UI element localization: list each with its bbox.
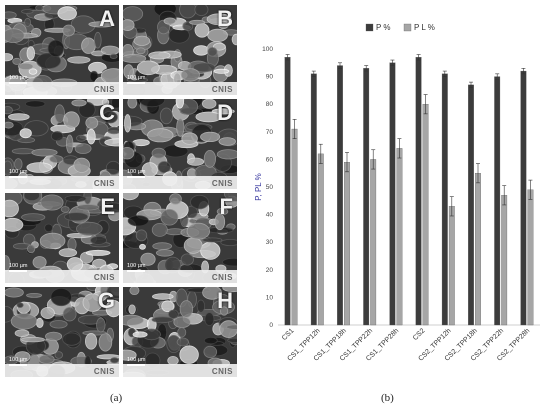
sem-panel-letter: D bbox=[217, 100, 233, 125]
sem-panel-letter: E bbox=[100, 194, 115, 219]
cnis-logo: CNIS bbox=[93, 367, 115, 376]
sem-image-c: C 100 µm CNIS bbox=[5, 99, 119, 189]
cnis-logo: CNIS bbox=[211, 273, 233, 282]
caption-b: (b) bbox=[381, 392, 394, 404]
y-axis-label: P, PL % bbox=[254, 173, 263, 201]
sem-info-bar bbox=[123, 364, 237, 377]
sem-panel-letter: G bbox=[97, 288, 115, 313]
bar-pl bbox=[370, 159, 377, 326]
y-tick-label: 80 bbox=[266, 101, 274, 108]
sem-info-bar bbox=[123, 82, 237, 95]
cnis-logo: CNIS bbox=[211, 85, 233, 94]
bar-p bbox=[284, 57, 291, 326]
scale-bar-label: 100 µm bbox=[127, 357, 146, 363]
legend-swatch bbox=[365, 23, 374, 32]
cnis-logo: CNIS bbox=[93, 85, 115, 94]
scale-bar-label: 100 µm bbox=[127, 75, 146, 81]
caption-a: (a) bbox=[110, 392, 123, 404]
scale-bar bbox=[9, 270, 27, 272]
bar-pl bbox=[291, 128, 298, 326]
y-tick-label: 70 bbox=[266, 129, 274, 136]
bar-pl bbox=[448, 206, 455, 326]
bar-pl bbox=[422, 104, 429, 326]
bar-p bbox=[441, 73, 448, 326]
sem-panel-letter: F bbox=[219, 194, 233, 219]
sem-info-bar bbox=[5, 82, 119, 95]
cnis-logo: CNIS bbox=[211, 179, 233, 188]
sem-info-bar bbox=[123, 176, 237, 189]
scale-bar-label: 100 µm bbox=[127, 263, 146, 269]
y-tick-label: 60 bbox=[266, 156, 274, 163]
bar-pl bbox=[475, 173, 481, 326]
bar-pl bbox=[501, 195, 508, 326]
sem-panel-letter: A bbox=[99, 6, 115, 31]
sem-image-d: D 100 µm CNIS bbox=[123, 99, 237, 189]
sem-panel-letter: C bbox=[99, 100, 115, 125]
scale-bar-label: 100 µm bbox=[9, 357, 28, 363]
sem-micrographs-panel: A 100 µm CNIS B 100 µm CNIS C 100 µm CNIS D 100 µm… bbox=[5, 5, 237, 377]
y-tick-label: 90 bbox=[266, 74, 274, 81]
bar-p bbox=[363, 68, 370, 326]
bar-pl bbox=[344, 162, 350, 326]
scale-bar-label: 100 µm bbox=[9, 169, 28, 175]
bar-p bbox=[520, 70, 527, 326]
scale-bar bbox=[9, 176, 27, 178]
y-tick-label: 40 bbox=[266, 212, 274, 219]
x-tick-label: CS2 bbox=[412, 327, 427, 342]
legend-swatch bbox=[403, 23, 412, 32]
scale-bar bbox=[127, 364, 145, 366]
scale-bar bbox=[127, 270, 145, 272]
bar-p bbox=[310, 73, 317, 326]
bar-pl bbox=[317, 153, 324, 326]
y-tick-label: 50 bbox=[266, 184, 274, 191]
scale-bar-label: 100 µm bbox=[9, 263, 28, 269]
sem-info-bar bbox=[5, 176, 119, 189]
sem-image-h: H 100 µm CNIS bbox=[123, 287, 237, 377]
bar-p bbox=[389, 62, 396, 326]
sem-image-a: A 100 µm CNIS bbox=[5, 5, 119, 95]
sem-panel-letter: B bbox=[217, 6, 233, 31]
scale-bar bbox=[9, 364, 27, 366]
sem-info-bar bbox=[5, 364, 119, 377]
x-tick-label: CS1 bbox=[281, 327, 296, 342]
bar-p bbox=[337, 65, 343, 326]
y-tick-label: 0 bbox=[269, 322, 273, 329]
cnis-logo: CNIS bbox=[93, 273, 115, 282]
scale-bar-label: 100 µm bbox=[127, 169, 146, 175]
sem-info-bar bbox=[123, 270, 237, 283]
y-tick-label: 10 bbox=[266, 294, 274, 301]
cnis-logo: CNIS bbox=[211, 367, 233, 376]
sem-image-g: G 100 µm CNIS bbox=[5, 287, 119, 377]
y-tick-label: 20 bbox=[266, 267, 274, 274]
sem-image-f: F 100 µm CNIS bbox=[123, 193, 237, 283]
sem-panel-letter: H bbox=[217, 288, 233, 313]
cnis-logo: CNIS bbox=[93, 179, 115, 188]
bar-pl bbox=[527, 189, 534, 326]
scale-bar bbox=[127, 176, 145, 178]
scale-bar bbox=[127, 82, 145, 84]
bar-p bbox=[494, 76, 501, 326]
scale-bar bbox=[9, 82, 27, 84]
legend-label: P L % bbox=[414, 23, 435, 32]
y-tick-label: 30 bbox=[266, 239, 274, 246]
sem-info-bar bbox=[5, 270, 119, 283]
sem-image-e: E 100 µm CNIS bbox=[5, 193, 119, 283]
bar-p bbox=[468, 84, 474, 326]
legend-label: P % bbox=[376, 23, 391, 32]
bar-p bbox=[415, 57, 422, 326]
bar-pl bbox=[396, 148, 403, 326]
y-tick-label: 100 bbox=[262, 46, 273, 53]
sem-image-b: B 100 µm CNIS bbox=[123, 5, 237, 95]
scale-bar-label: 100 µm bbox=[9, 75, 28, 81]
